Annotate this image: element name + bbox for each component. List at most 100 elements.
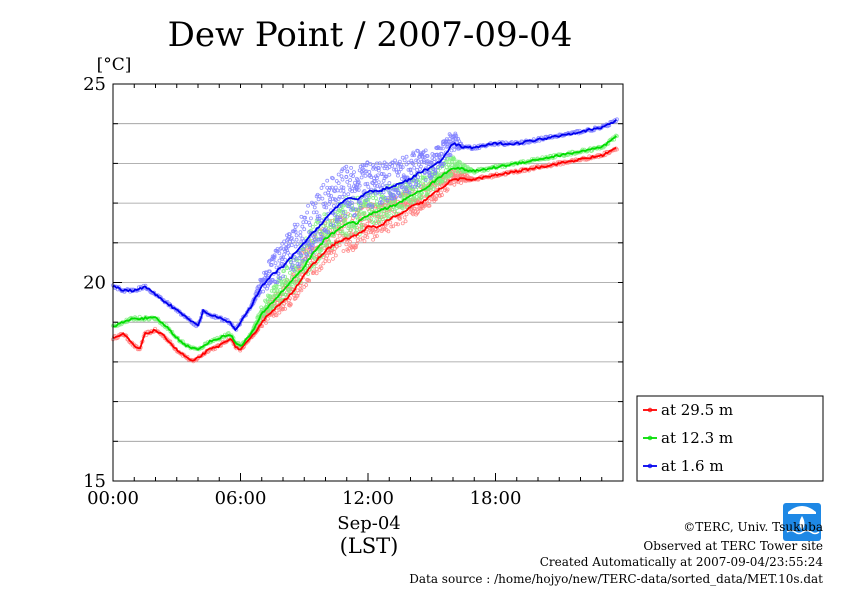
data-point [304,250,309,254]
data-point [362,210,367,215]
data-point [277,302,282,307]
data-point [451,138,456,143]
data-point [344,164,349,169]
data-point [339,185,344,190]
data-point [260,324,265,328]
data-point [288,270,292,275]
data-point [371,163,376,168]
data-point [344,175,349,179]
data-point [298,230,303,234]
data-point [396,222,400,227]
data-point [416,149,420,153]
data-point [272,303,277,308]
data-point [370,204,375,209]
data-point [266,283,270,288]
legend-marker [647,435,653,441]
data-point [284,299,288,304]
data-point [309,216,313,221]
data-point [317,194,322,199]
data-point [348,233,353,237]
data-point [304,283,309,287]
data-point [331,223,336,228]
data-point [383,223,388,228]
data-point [309,249,313,254]
data-point [338,217,343,222]
data-point [427,199,432,203]
data-point [295,222,300,227]
data-point [363,182,368,187]
data-point [319,218,324,223]
data-point [315,214,320,219]
data-point [409,208,414,212]
data-point [419,195,424,200]
data-point [366,193,371,198]
data-point [374,196,378,201]
data-point [337,222,342,227]
data-point [375,228,380,233]
chart-title: Dew Point / 2007-09-04 [168,15,573,55]
data-point [322,205,327,209]
data-point [295,242,300,246]
y-tick-label: 20 [83,273,106,294]
data-point [426,187,431,192]
data-point [445,187,450,192]
y-axis-unit-label: [°C] [97,55,132,75]
data-point [327,193,332,198]
data-point [327,201,332,206]
data-point [300,258,305,263]
data-point [333,198,338,203]
data-point [336,172,341,177]
data-point [264,299,268,304]
data-point [346,192,351,197]
data-point [423,178,428,183]
data-point [375,234,379,238]
data-point [282,268,287,273]
data-point [281,274,286,279]
data-point [325,178,330,183]
data-point [298,233,303,238]
data-point [376,180,381,185]
data-point [365,221,370,226]
data-point [392,167,397,172]
data-point [327,259,332,264]
data-point [388,220,393,225]
data-point [373,183,377,188]
data-point [348,240,353,244]
data-point [401,173,406,178]
data-point [363,173,368,178]
data-point [370,203,375,208]
data-point [446,139,451,143]
data-point [446,140,451,145]
data-point [331,234,336,239]
data-point [355,216,360,221]
data-point [314,271,319,276]
data-point [331,176,335,181]
data-point [353,213,357,217]
data-point [371,230,376,235]
data-point [334,217,339,222]
x-tick-label: 06:00 [215,488,267,509]
data-point [311,264,316,269]
data-point [389,224,394,229]
data-point [291,268,296,272]
data-point [297,262,302,267]
data-point [422,171,427,175]
data-point [334,244,339,249]
data-point [317,268,322,272]
data-point [360,171,365,176]
data-point [303,257,308,262]
data-point [331,256,335,261]
data-point [433,184,438,188]
data-point [307,278,311,283]
data-point [373,179,377,184]
data-point [351,174,355,178]
data-point [418,178,422,183]
data-point [295,272,300,277]
data-point [398,165,403,169]
data-point [440,152,444,156]
data-point [353,207,358,212]
data-point [302,285,307,289]
data-point [423,148,428,153]
data-point [615,147,619,152]
